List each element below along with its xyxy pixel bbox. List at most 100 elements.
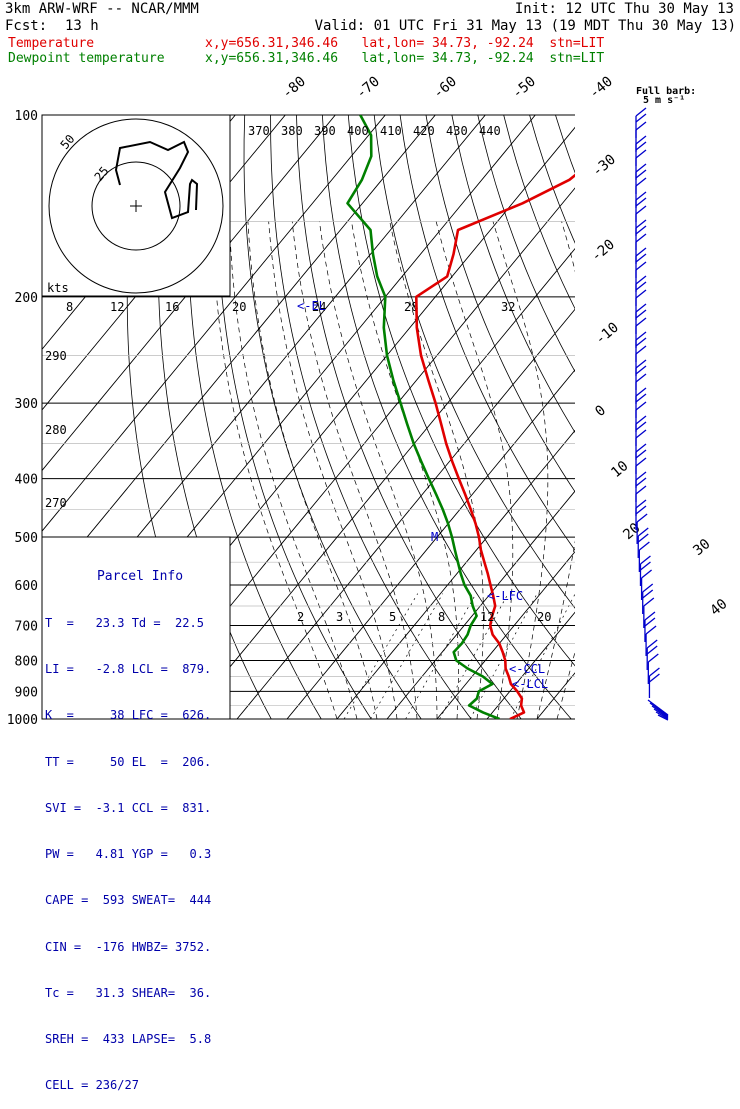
mixing-ratio-label: 3	[336, 610, 343, 624]
wind-barb-flag	[635, 365, 647, 375]
hodograph-scale-label: 20	[232, 300, 246, 314]
isotherm-label: -80	[279, 74, 309, 103]
parcel-info-row: LI = -2.8 LCL = 879.	[45, 662, 212, 677]
dry-adiabat-line	[347, 115, 575, 667]
wind-barb-surface	[647, 699, 669, 716]
pressure-tick-label: 800	[15, 654, 38, 669]
isotherm-label: -30	[589, 152, 619, 181]
dewpoint-location-info: x,y=656.31,346.46 lat,lon= 34.73, -92.24…	[205, 51, 605, 66]
mixing-ratio-line	[405, 593, 477, 719]
isotherm-label: -70	[353, 74, 383, 103]
wind-barb-flag	[635, 485, 647, 495]
wind-barb-flag	[635, 169, 647, 179]
pressure-tick-label: 1000	[7, 713, 38, 728]
temperature-line	[414, 173, 575, 719]
wind-barb-flag	[635, 261, 647, 271]
mixing-ratio-line	[343, 593, 418, 719]
wind-barb-flag	[635, 141, 647, 151]
wind-barb-flag	[637, 533, 649, 543]
parcel-info-row: CAPE = 593 SWEAT= 444	[45, 893, 212, 908]
dry-adiabat-line	[685, 115, 740, 719]
isotherm-line	[336, 429, 575, 719]
wind-barb-flag	[635, 499, 647, 509]
theta-label: 430	[446, 124, 468, 138]
pressure-tick-label: 200	[15, 291, 38, 306]
isotherm-label: -40	[586, 74, 616, 103]
wind-barb-flag	[635, 149, 647, 159]
moist-adiabat-line	[229, 221, 358, 719]
isotherm-line	[486, 611, 575, 719]
theta-label: 400	[347, 124, 369, 138]
init-time: Init: 12 UTC Thu 30 May 13	[514, 1, 734, 17]
wind-barb-flag	[635, 443, 647, 453]
isotherm-line	[536, 672, 575, 719]
parcel-info-panel: Parcel Info T = 23.3 Td = 22.5 LI = -2.8…	[45, 538, 235, 1109]
moist-adiabat-line	[389, 221, 484, 719]
barb-key-title: Full barb:	[636, 86, 696, 97]
wind-barb-flag	[635, 415, 647, 425]
wind-barb-flag	[635, 309, 647, 319]
dry-adiabat-line	[503, 115, 575, 310]
hodograph-scale-label: 8	[66, 300, 73, 314]
wind-barb-flag	[640, 555, 651, 565]
theta-label: 420	[413, 124, 435, 138]
parcel-info-row: K = 38 LFC = 626.	[45, 708, 212, 723]
moist-adiabat-line	[247, 221, 378, 719]
wind-barb-flag	[640, 561, 651, 571]
legend-dewpoint: Dewpoint temperature	[8, 51, 165, 66]
wind-barb-flag	[649, 673, 660, 683]
wind-barb-flag	[635, 345, 647, 355]
parcel-info-title: Parcel Info	[96, 568, 184, 584]
mixing-ratio-line	[439, 593, 509, 719]
mixing-ratio-label: 12	[480, 610, 494, 624]
model-title: 3km ARW-WRF -- NCAR/MMM	[5, 1, 199, 17]
dry-adiabat-line	[633, 115, 740, 719]
wind-barb-flag	[636, 513, 648, 523]
wind-barb-flag	[635, 247, 647, 257]
dry-adiabat-line	[711, 115, 740, 719]
wind-barb-surface	[655, 711, 669, 720]
wind-barb-flag	[642, 589, 654, 599]
hodograph-ring-inner	[91, 161, 181, 251]
pressure-tick-label: 100	[15, 109, 38, 124]
isotherm-line	[286, 369, 575, 719]
wind-barb-surface	[649, 702, 669, 717]
isotherm-label: 40	[707, 596, 730, 619]
dry-adiabat-line	[529, 115, 575, 244]
dewpoint-line	[346, 115, 500, 719]
isotherm-label: -10	[592, 320, 622, 349]
pressure-tick-label: 900	[15, 685, 38, 700]
wind-barb-flag	[635, 359, 647, 369]
isotherm-line	[587, 115, 740, 719]
isotherm-line	[186, 247, 575, 719]
theta-label: 380	[281, 124, 303, 138]
dry-adiabat-line	[373, 115, 575, 609]
wind-barb-flag	[635, 107, 647, 117]
lcl-annotation: <-LCL	[512, 677, 548, 691]
parcel-mark-annotation: M	[431, 530, 438, 544]
hodograph-scale-label: 12	[110, 300, 124, 314]
wind-barb-flag	[635, 163, 647, 173]
el-annotation: <-EL	[297, 299, 326, 313]
isotherm-label: 10	[608, 458, 631, 481]
moist-adiabat-line	[212, 221, 338, 719]
wind-barb-flag	[635, 225, 647, 235]
theta-label: 410	[380, 124, 402, 138]
temperature-location-info: x,y=656.31,346.46 lat,lon= 34.73, -92.24…	[205, 36, 605, 51]
wind-barb-flag	[635, 303, 647, 313]
isotherm-label: -20	[588, 237, 618, 266]
moist-adiabat-line	[291, 221, 418, 719]
moist-adiabat-line	[536, 221, 575, 719]
wind-barb-surface	[653, 708, 669, 719]
wind-barb-flag	[646, 645, 658, 655]
pressure-tick-label: 400	[15, 473, 38, 488]
wind-barb-flag	[635, 191, 647, 201]
mixing-ratio-label: 2	[297, 610, 304, 624]
barb-key-unit: 5 m s⁻¹	[643, 95, 685, 106]
wind-barb-flag	[643, 597, 655, 607]
wind-barb-flag	[645, 625, 657, 635]
dry-adiabat-line	[270, 115, 472, 719]
lfc-annotation: <-LFC	[487, 589, 523, 603]
parcel-info-row: CELL = 236/27	[45, 1078, 139, 1093]
wind-barb-flag	[635, 429, 647, 439]
